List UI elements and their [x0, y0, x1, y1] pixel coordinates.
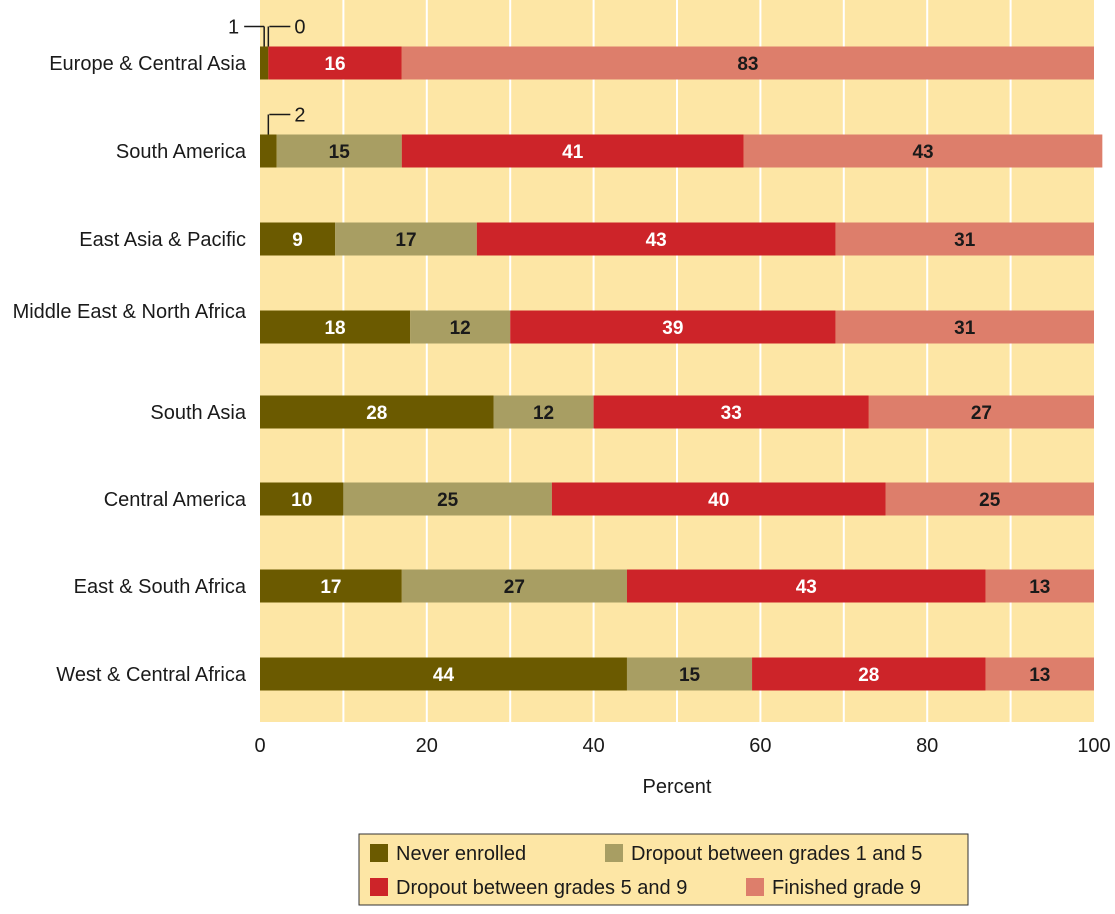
bar-value-label: 12 — [450, 318, 471, 339]
bar-value-label: 10 — [291, 490, 312, 511]
bar-segment — [260, 657, 627, 691]
bar-segment — [410, 310, 511, 344]
bar-segment — [260, 46, 269, 80]
bar-segment — [752, 657, 986, 691]
bar-segment — [835, 310, 1094, 344]
callout-label: 0 — [294, 17, 305, 39]
bar-segment — [985, 569, 1094, 603]
bar-segment — [260, 222, 336, 256]
bar-value-label: 43 — [912, 142, 933, 163]
bar-segment — [835, 222, 1094, 256]
category-label: West & Central Africa — [56, 664, 247, 686]
bar-segment — [626, 657, 753, 691]
bar-segment — [401, 569, 627, 603]
x-tick-label: 0 — [254, 735, 265, 757]
bar-value-label: 41 — [562, 142, 584, 163]
category-label: South America — [116, 141, 247, 163]
bar-segment — [260, 310, 411, 344]
bar-value-label: 28 — [858, 665, 879, 686]
legend-swatch — [605, 844, 623, 862]
bar-value-label: 28 — [366, 403, 387, 424]
bar-value-label: 15 — [679, 665, 701, 686]
bar-segment — [260, 482, 344, 516]
x-axis-title: Percent — [643, 776, 712, 798]
x-tick-labels: 0 20 40 60 80 100 — [254, 735, 1110, 757]
bar-value-label: 31 — [954, 230, 976, 251]
bar-value-label: 27 — [504, 577, 525, 598]
bar-value-label: 39 — [662, 318, 683, 339]
bar-segment — [260, 395, 494, 429]
bar-value-label: 15 — [329, 142, 351, 163]
bar-segment — [260, 569, 402, 603]
bar-value-label: 25 — [437, 490, 459, 511]
bars: 16 83 15 41 43 9 17 43 31 18 12 39 31 28 12 33 27 10 25 40 2… — [260, 46, 1103, 691]
legend-entry: Never enrolled — [396, 843, 526, 865]
bar-value-label: 43 — [646, 230, 667, 251]
legend: Never enrolled Dropout between grades 1 a… — [358, 833, 969, 906]
legend-entry: Finished grade 9 — [772, 877, 921, 899]
bar-segment — [493, 395, 594, 429]
bar-value-label: 18 — [324, 318, 345, 339]
legend-swatch — [370, 844, 388, 862]
bar-segment — [551, 482, 886, 516]
bar-segment — [593, 395, 869, 429]
x-tick-label: 60 — [749, 735, 771, 757]
bar-value-label: 27 — [971, 403, 992, 424]
legend-entry: Dropout between grades 1 and 5 — [631, 843, 922, 865]
category-label: Central America — [104, 489, 247, 511]
x-tick-label: 40 — [582, 735, 604, 757]
legend-swatch — [746, 878, 764, 896]
bar-segment — [985, 657, 1094, 691]
bar-value-label: 40 — [708, 490, 729, 511]
category-label: Middle East & North Africa — [13, 301, 247, 323]
x-tick-label: 100 — [1077, 735, 1110, 757]
bar-value-label: 31 — [954, 318, 976, 339]
bar-segment — [335, 222, 477, 256]
category-label: East Asia & Pacific — [79, 229, 246, 251]
callouts: 1 0 2 — [228, 17, 305, 135]
bar-value-label: 44 — [433, 665, 455, 686]
callout-label: 1 — [228, 17, 239, 39]
x-tick-label: 80 — [916, 735, 938, 757]
bar-segment — [260, 134, 277, 168]
bar-segment — [626, 569, 986, 603]
x-tick-label: 20 — [416, 735, 438, 757]
category-labels: Europe & Central Asia South America East A… — [13, 53, 247, 686]
bar-segment — [268, 46, 402, 80]
bar-segment — [401, 46, 1094, 80]
bar-segment — [276, 134, 402, 168]
bar-value-label: 17 — [395, 230, 416, 251]
bar-segment — [743, 134, 1103, 168]
bar-segment — [401, 134, 744, 168]
bar-value-label: 17 — [320, 577, 341, 598]
bar-value-label: 13 — [1029, 577, 1050, 598]
bar-value-label: 9 — [292, 230, 303, 251]
bar-value-label: 25 — [979, 490, 1001, 511]
category-label: South Asia — [150, 402, 247, 424]
legend-entry: Dropout between grades 5 and 9 — [396, 877, 687, 899]
bar-value-label: 16 — [324, 54, 345, 75]
bar-value-label: 12 — [533, 403, 554, 424]
bar-value-label: 83 — [737, 54, 758, 75]
category-label: East & South Africa — [74, 576, 247, 598]
bar-segment — [510, 310, 836, 344]
bar-value-label: 43 — [796, 577, 817, 598]
category-label: Europe & Central Asia — [49, 53, 247, 75]
bar-value-label: 33 — [721, 403, 742, 424]
legend-box — [358, 833, 969, 906]
bar-segment — [476, 222, 836, 256]
legend-swatch — [370, 878, 388, 896]
bar-segment — [885, 482, 1094, 516]
callout-label: 2 — [294, 105, 305, 127]
bar-segment — [868, 395, 1094, 429]
bar-segment — [343, 482, 552, 516]
bar-value-label: 13 — [1029, 665, 1050, 686]
